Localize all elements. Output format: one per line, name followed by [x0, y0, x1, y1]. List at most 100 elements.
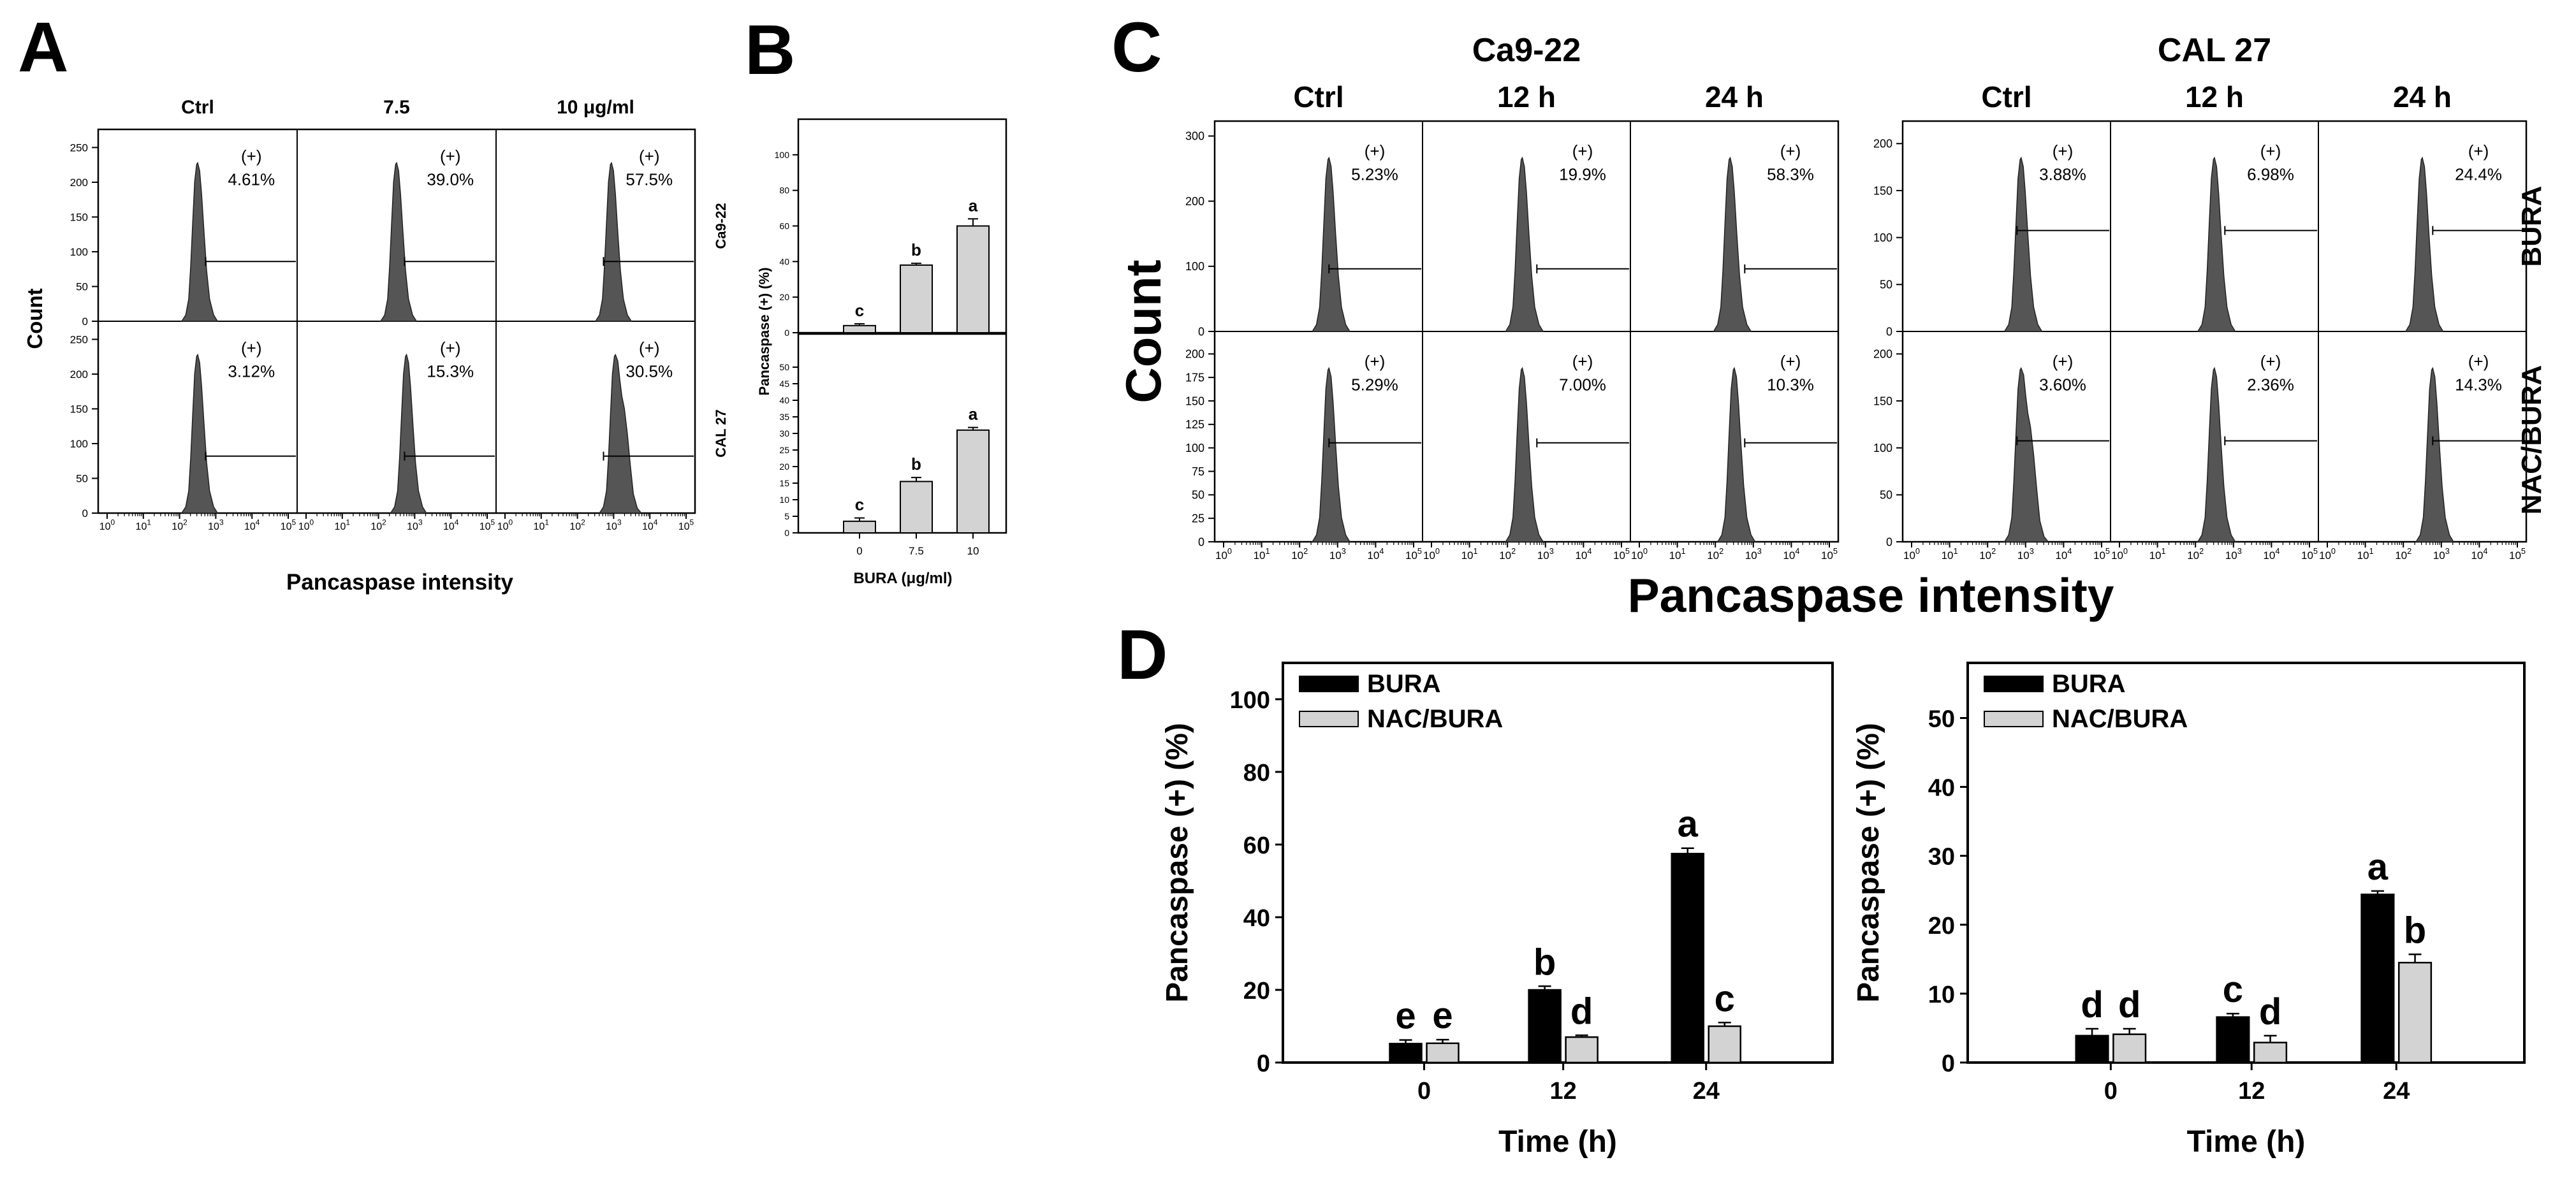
panel-b-y-tick-label: 80 — [779, 185, 789, 196]
panel-c-x-tick-label: 101 — [1942, 546, 1958, 562]
panel-d-y-tick-label: 40 — [1928, 775, 1955, 802]
panel-a-x-tick-label: 104 — [642, 518, 658, 532]
panel-b-y-tick-label: 60 — [779, 221, 789, 231]
panel-b-y-tick-label: 0 — [784, 328, 789, 338]
panel-a-y-tick-label: 0 — [82, 316, 88, 328]
panel-a-x-tick-label: 104 — [443, 518, 459, 532]
panel-a-column-header: 7.5 — [383, 97, 410, 118]
panel-a-gate-label: (+) — [639, 338, 660, 358]
panel-b-y-tick-label: 40 — [779, 256, 789, 266]
panel-c-x-tick-label: 103 — [2433, 546, 2450, 562]
panel-c-x-tick-label: 101 — [2357, 546, 2374, 562]
panel-c-gate-label: (+) — [1365, 352, 1386, 371]
panel-d-x-axis-label: Time (h) — [2187, 1125, 2306, 1159]
panel-c-percent-value: 10.3% — [1767, 375, 1814, 395]
panel-a-y-tick-label: 200 — [70, 177, 88, 189]
panel-c-x-tick-label: 104 — [2471, 546, 2487, 562]
panel-d-legend-label: BURA — [2052, 670, 2126, 698]
panel-d-significance-letter: a — [1678, 804, 1699, 845]
panel-a-x-tick-label: 100 — [298, 518, 314, 532]
panel-c-gate-label: (+) — [1780, 352, 1801, 371]
panel-c-row-label: BURA — [2516, 185, 2547, 266]
panel-a-x-tick-label: 100 — [99, 518, 115, 532]
panel-a-histogram — [180, 353, 219, 514]
panel-b-y-tick-label: 5 — [784, 511, 789, 521]
panel-letter-d: D — [1117, 616, 1167, 694]
panel-b-y-tick-label: 40 — [779, 395, 789, 405]
panel-a-y-tick-label: 150 — [70, 211, 88, 223]
panel-a-y-tick-label: 200 — [70, 368, 88, 381]
panel-b-x-tick-label: 10 — [967, 545, 979, 557]
panel-c-y-tick-label: 200 — [1873, 348, 1892, 361]
panel-a-column-header: 10 μg/ml — [557, 97, 634, 118]
panel-c-gate-label: (+) — [2468, 352, 2489, 371]
panel-c-gate-label: (+) — [2468, 142, 2489, 161]
panel-c-gate-label: (+) — [2260, 352, 2281, 371]
panel-d-x-axis-label: Time (h) — [1498, 1125, 1617, 1159]
panel-d-significance-letter: c — [1715, 978, 1735, 1019]
panel-a-x-tick-label: 101 — [136, 518, 152, 532]
panel-d-nac-bura-bar — [2253, 1041, 2288, 1064]
panel-b-y-tick-label: 20 — [779, 461, 789, 472]
panel-c-histogram — [1311, 367, 1351, 542]
panel-c-y-tick-label: 125 — [1185, 418, 1204, 431]
panel-d-x-tick-label: 24 — [1693, 1078, 1720, 1105]
panel-c-x-tick-label: 104 — [2055, 546, 2072, 562]
panel-c-column-header: 12 h — [1497, 80, 1556, 113]
panel-d-x-tick-label: 24 — [2383, 1078, 2410, 1105]
panel-d-bura-bar — [1671, 853, 1704, 1064]
panel-d-nac-bura-bar — [1426, 1042, 1460, 1064]
panel-d-bura-bar — [2075, 1034, 2109, 1064]
panel-c-gate-label: (+) — [1780, 142, 1801, 161]
panel-c-percent-value: 6.98% — [2247, 165, 2294, 184]
panel-c-cell-line-title: Ca9-22 — [1472, 32, 1581, 69]
panel-c-histogram — [2003, 367, 2049, 542]
panel-c-y-tick-label: 0 — [1198, 535, 1204, 548]
panel-c-x-tick-label: 100 — [1215, 546, 1232, 562]
panel-d-bura-bar — [1389, 1043, 1423, 1064]
panel-a-x-tick-label: 105 — [479, 518, 495, 532]
panel-d-frame — [1966, 662, 2526, 1064]
panel-c-y-tick-label: 100 — [1873, 442, 1892, 454]
panel-d-significance-letter: d — [1570, 991, 1593, 1032]
panel-d-legend-label: NAC/BURA — [1367, 705, 1503, 733]
panel-a-column-header: Ctrl — [181, 97, 214, 118]
panel-d-legend-swatch-bura — [1984, 676, 2044, 692]
panel-a-gate-label: (+) — [440, 147, 461, 166]
panel-a-percent-value: 4.61% — [228, 170, 275, 189]
panel-d-x-tick-label: 12 — [1549, 1078, 1576, 1105]
panel-c-y-tick-label: 0 — [1198, 325, 1204, 338]
panel-c-x-tick-label: 101 — [2149, 546, 2166, 562]
panel-c-gate-label: (+) — [1572, 352, 1593, 371]
panel-d-y-tick-label: 20 — [1928, 913, 1955, 940]
panel-c-y-tick-label: 200 — [1873, 138, 1892, 150]
panel-b-y-tick-label: 20 — [779, 292, 789, 302]
panel-c-x-tick-label: 102 — [2395, 546, 2411, 562]
panel-d-x-tick-label: 0 — [1417, 1078, 1431, 1105]
panel-c-y-tick-label: 100 — [1185, 260, 1204, 273]
panel-letter-b: B — [745, 11, 795, 89]
panel-a-y-tick-label: 250 — [70, 333, 88, 345]
panel-b-y-tick-label: 50 — [779, 362, 789, 372]
panel-c-x-tick-label: 103 — [1329, 546, 1346, 562]
panel-c-column-header: 24 h — [2393, 80, 2452, 113]
panel-c-y-tick-label: 0 — [1886, 535, 1892, 548]
panel-b-x-axis-label: BURA (μg/ml) — [853, 570, 952, 587]
panel-c-y-tick-label: 100 — [1873, 231, 1892, 244]
panel-c-column-header: 24 h — [1705, 80, 1764, 113]
panel-a-percent-value: 57.5% — [626, 170, 673, 189]
panel-a-y-axis-label: Count — [23, 288, 47, 349]
panel-c-y-tick-label: 50 — [1880, 279, 1892, 291]
panel-c-histogram — [2197, 156, 2236, 332]
panel-d-nac-bura-bar — [1565, 1036, 1599, 1064]
panel-c-x-tick-label: 102 — [1707, 546, 1723, 562]
panel-c-x-tick-label: 100 — [2111, 546, 2128, 562]
panel-a-x-tick-label: 102 — [172, 518, 187, 532]
panel-a-histogram — [598, 353, 643, 514]
panel-a-percent-value: 15.3% — [427, 362, 474, 381]
panel-c-column-header: Ctrl — [1293, 80, 1343, 113]
panel-b-y-tick-label: 35 — [779, 412, 789, 422]
panel-a-percent-value: 39.0% — [427, 170, 474, 189]
panel-d-x-tick-label: 0 — [2104, 1078, 2118, 1105]
